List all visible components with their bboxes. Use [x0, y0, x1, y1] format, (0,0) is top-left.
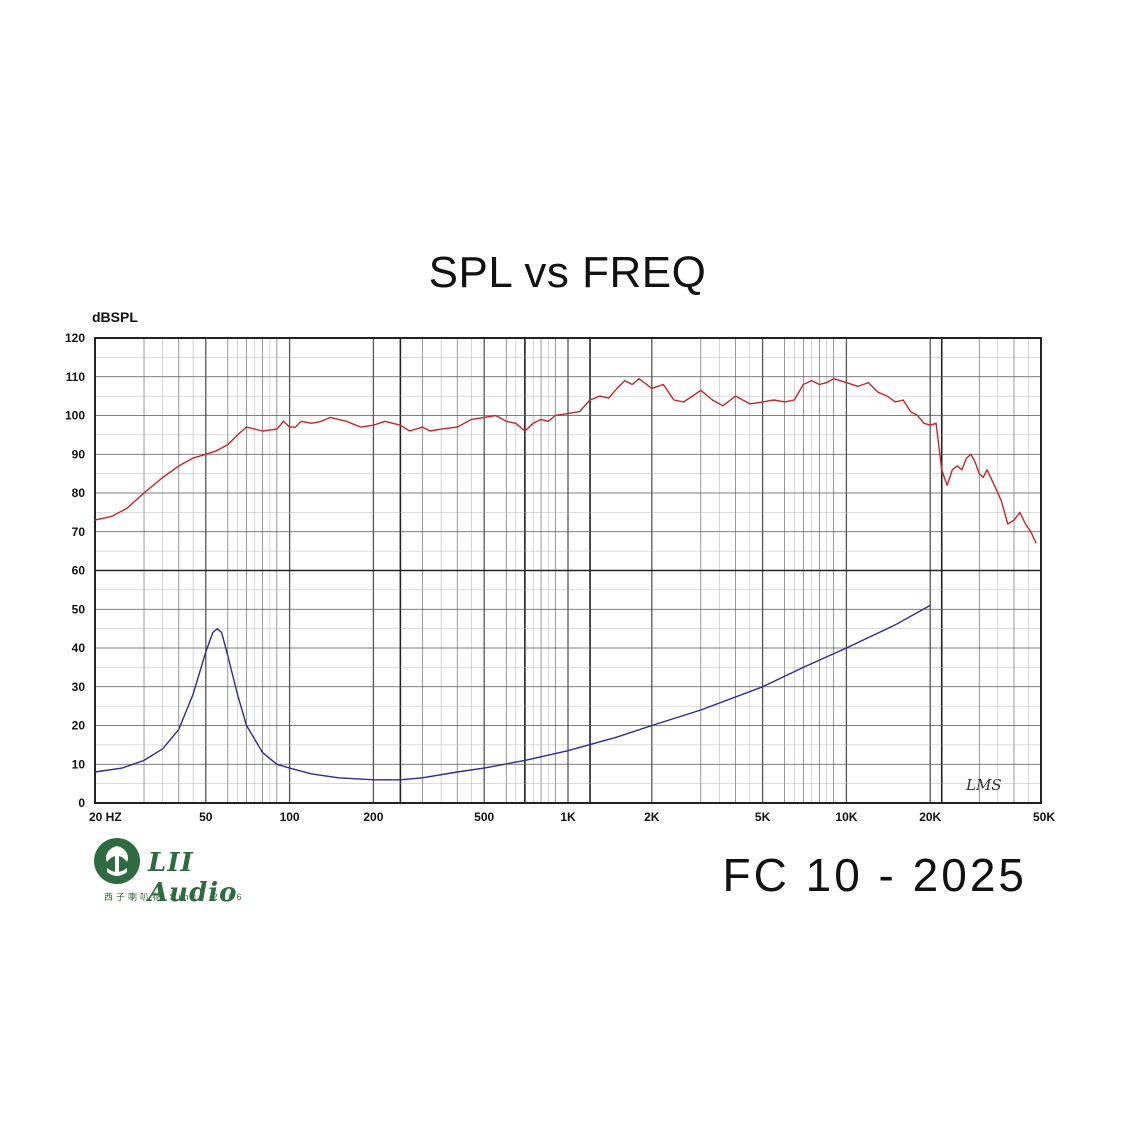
- y-tick-label: 30: [72, 680, 86, 694]
- x-tick-label: 20 HZ: [89, 810, 122, 824]
- x-tick-label: 20K: [919, 810, 941, 824]
- logo-wordmark: LII Audio: [148, 848, 238, 908]
- y-tick-label: 110: [66, 370, 86, 384]
- plot-frame: [94, 337, 1042, 804]
- y-axis-unit: dBSPL: [92, 309, 138, 325]
- y-tick-label: 50: [72, 602, 86, 616]
- brand-logo: LII Audio 西子喇叭花 Since 2006: [90, 836, 290, 908]
- y-tick-label: 120: [65, 331, 85, 345]
- y-tick-label: 60: [72, 564, 86, 578]
- logo-flower-icon: [94, 838, 140, 884]
- y-tick-label: 40: [72, 641, 86, 655]
- x-tick-label: 1K: [560, 810, 576, 824]
- x-tick-label: 500: [474, 810, 494, 824]
- y-tick-label: 100: [65, 409, 85, 423]
- spl-curve: [94, 378, 1037, 544]
- x-tick-label: 100: [280, 810, 300, 824]
- logo-tagline: 西子喇叭花 Since 2006: [104, 892, 245, 902]
- y-tick-label: 80: [72, 486, 86, 500]
- y-tick-label: 10: [72, 757, 86, 771]
- x-tick-label: 200: [363, 810, 383, 824]
- y-tick-label: 90: [72, 447, 86, 461]
- impedance-curve: [94, 604, 931, 781]
- y-tick-label: 0: [78, 796, 85, 810]
- y-tick-label: 70: [72, 525, 86, 539]
- y-tick-label: 20: [72, 719, 86, 733]
- x-tick-label: 2K: [644, 810, 660, 824]
- x-tick-label: 5K: [755, 810, 771, 824]
- lms-watermark: LMS: [966, 776, 1002, 794]
- x-tick-label: 10K: [835, 810, 857, 824]
- x-tick-label: 50: [199, 810, 213, 824]
- x-tick-label: 50K: [1033, 810, 1055, 824]
- model-name: FC 10 - 2025: [722, 849, 1027, 901]
- chart-title: SPL vs FREQ: [428, 248, 707, 297]
